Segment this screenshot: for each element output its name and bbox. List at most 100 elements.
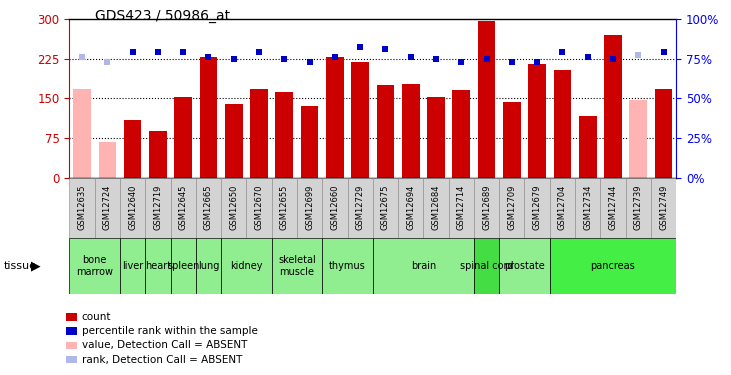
Bar [175,98,192,178]
Bar [553,70,571,178]
Bar [352,62,369,178]
Bar [398,178,423,238]
Text: liver: liver [122,261,143,271]
Bar [246,178,272,238]
Bar [347,178,373,238]
Bar [550,178,575,238]
Bar [373,238,474,294]
Text: prostate: prostate [504,261,545,271]
Bar [402,84,420,178]
Bar [170,238,196,294]
Bar [196,238,221,294]
Text: GSM12694: GSM12694 [406,184,415,230]
Bar [300,106,319,178]
Bar [200,57,217,178]
Bar [272,178,297,238]
Text: ▶: ▶ [31,260,41,273]
Bar [529,64,546,178]
Text: pancreas: pancreas [591,261,635,271]
Bar [170,178,196,238]
Bar [373,178,398,238]
Text: GSM12729: GSM12729 [356,184,365,230]
Bar [427,97,445,178]
Text: heart: heart [145,261,171,271]
Bar [655,89,673,178]
Text: GSM12749: GSM12749 [659,184,668,230]
Text: GSM12665: GSM12665 [204,184,213,230]
Bar [423,178,449,238]
Bar [600,178,626,238]
Text: thymus: thymus [329,261,366,271]
Text: percentile rank within the sample: percentile rank within the sample [82,326,258,336]
Bar [322,178,347,238]
Text: GSM12734: GSM12734 [583,184,592,230]
Bar [69,238,120,294]
Bar [95,178,120,238]
Text: GSM12739: GSM12739 [634,184,643,230]
Text: GSM12689: GSM12689 [482,184,491,230]
Text: lung: lung [198,261,219,271]
Text: GSM12670: GSM12670 [254,184,264,230]
Text: GSM12635: GSM12635 [77,184,86,230]
Text: tissue: tissue [4,261,37,271]
Text: spinal cord: spinal cord [460,261,513,271]
Bar [272,238,322,294]
Bar [579,116,596,178]
Bar [575,178,600,238]
Bar [499,178,525,238]
Text: GSM12655: GSM12655 [280,184,289,230]
Bar [124,120,142,178]
Bar [69,178,95,238]
Text: value, Detection Call = ABSENT: value, Detection Call = ABSENT [82,340,247,350]
Text: GDS423 / 50986_at: GDS423 / 50986_at [95,9,230,23]
Text: spleen: spleen [167,261,200,271]
Text: GSM12699: GSM12699 [305,184,314,230]
Text: bone
marrow: bone marrow [76,255,113,277]
Text: GSM12645: GSM12645 [178,184,188,230]
Bar [120,178,145,238]
Text: rank, Detection Call = ABSENT: rank, Detection Call = ABSENT [82,355,242,364]
Bar [604,35,622,178]
Text: kidney: kidney [230,261,262,271]
Bar [629,100,647,178]
Bar [474,178,499,238]
Text: GSM12660: GSM12660 [330,184,339,230]
Bar [474,238,499,294]
Bar [550,238,676,294]
Bar [478,21,496,178]
Bar [99,142,116,178]
Bar [225,104,243,178]
Bar [149,131,167,178]
Bar [452,90,470,178]
Text: GSM12684: GSM12684 [431,184,441,230]
Text: count: count [82,312,111,322]
Bar [326,57,344,178]
Bar [276,92,293,178]
Bar [651,178,676,238]
Text: GSM12704: GSM12704 [558,184,567,230]
Bar [221,238,272,294]
Bar [376,85,394,178]
Text: skeletal
muscle: skeletal muscle [278,255,316,277]
Text: brain: brain [411,261,436,271]
Text: GSM12709: GSM12709 [507,184,516,230]
Bar [322,238,373,294]
Bar [297,178,322,238]
Text: GSM12650: GSM12650 [230,184,238,230]
Bar [73,89,91,178]
Bar [120,238,145,294]
Bar [449,178,474,238]
Bar [196,178,221,238]
Bar [503,102,520,178]
Text: GSM12640: GSM12640 [128,184,137,230]
Text: GSM12679: GSM12679 [533,184,542,230]
Text: GSM12719: GSM12719 [154,184,162,230]
Bar [626,178,651,238]
Text: GSM12744: GSM12744 [608,184,618,230]
Bar [145,238,170,294]
Bar [145,178,170,238]
Bar [221,178,246,238]
Text: GSM12714: GSM12714 [457,184,466,230]
Text: GSM12724: GSM12724 [103,184,112,230]
Bar [250,89,268,178]
